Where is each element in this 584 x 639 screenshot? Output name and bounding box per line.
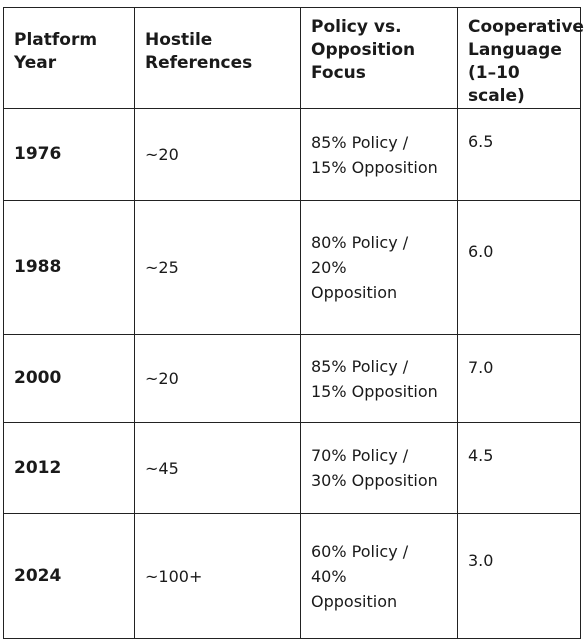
year-cell: 1988 — [3, 200, 135, 335]
focus-line: Opposition — [311, 591, 398, 611]
year-cell: 2000 — [3, 334, 135, 423]
hostile-cell: ~20 — [134, 334, 301, 423]
coop-cell: 3.0 — [457, 513, 581, 639]
data-table-container: Platform Year Hostile References Policy … — [3, 7, 584, 639]
header-cooperative-language: Cooperative Language (1–10 scale) — [457, 7, 584, 109]
platform-comparison-table: Platform Year Hostile References Policy … — [3, 7, 584, 639]
focus-line: 85% Policy / — [311, 132, 409, 152]
header-line: Focus — [311, 63, 366, 83]
coop-cell: 6.0 — [457, 200, 581, 335]
table-row: 1976 ~20 85% Policy / 15% Opposition 6.5 — [3, 108, 581, 201]
focus-line: 20% — [311, 258, 347, 277]
year-cell: 1976 — [3, 108, 135, 201]
header-line: References — [145, 53, 253, 73]
header-line: (1–10 scale) — [468, 63, 525, 106]
focus-cell: 60% Policy / 40% Opposition — [300, 513, 458, 639]
table-row: 2000 ~20 85% Policy / 15% Opposition 7.0 — [3, 334, 581, 423]
table-row: 2024 ~100+ 60% Policy / 40% Opposition 3… — [3, 513, 581, 639]
year-cell: 2024 — [3, 513, 135, 639]
focus-line: 15% Opposition — [311, 157, 438, 177]
coop-cell: 4.5 — [457, 422, 581, 514]
focus-line: 70% Policy / — [311, 446, 409, 465]
header-line: Opposition — [311, 40, 416, 60]
header-line: Cooperative — [468, 17, 584, 37]
focus-cell: 85% Policy / 15% Opposition — [300, 108, 458, 201]
hostile-cell: ~25 — [134, 200, 301, 335]
focus-line: 15% Opposition — [311, 381, 438, 401]
focus-cell: 85% Policy / 15% Opposition — [300, 334, 458, 423]
focus-line: 80% Policy / — [311, 233, 409, 252]
year-cell: 2012 — [3, 422, 135, 514]
header-platform-year: Platform Year — [3, 7, 135, 109]
focus-line: Opposition — [311, 283, 398, 302]
header-row: Platform Year Hostile References Policy … — [3, 7, 584, 109]
focus-line: 30% Opposition — [311, 471, 438, 490]
hostile-cell: ~100+ — [134, 513, 301, 639]
table-row: 1988 ~25 80% Policy / 20% Opposition 6.0 — [3, 200, 581, 335]
coop-cell: 6.5 — [457, 108, 581, 201]
header-line: Policy vs. — [311, 17, 402, 37]
header-line: Hostile — [145, 30, 213, 50]
header-policy-vs-opposition: Policy vs. Opposition Focus — [300, 7, 458, 109]
focus-cell: 80% Policy / 20% Opposition — [300, 200, 458, 335]
focus-line: 60% Policy / — [311, 541, 409, 561]
table-row: 2012 ~45 70% Policy / 30% Opposition 4.5 — [3, 422, 581, 514]
header-line: Platform — [14, 30, 98, 50]
hostile-cell: ~20 — [134, 108, 301, 201]
header-hostile-references: Hostile References — [134, 7, 301, 109]
header-line: Language — [468, 40, 562, 60]
coop-cell: 7.0 — [457, 334, 581, 423]
header-line: Year — [14, 53, 57, 73]
focus-line: 85% Policy / — [311, 356, 409, 376]
hostile-cell: ~45 — [134, 422, 301, 514]
focus-line: 40% — [311, 566, 347, 586]
focus-cell: 70% Policy / 30% Opposition — [300, 422, 458, 514]
